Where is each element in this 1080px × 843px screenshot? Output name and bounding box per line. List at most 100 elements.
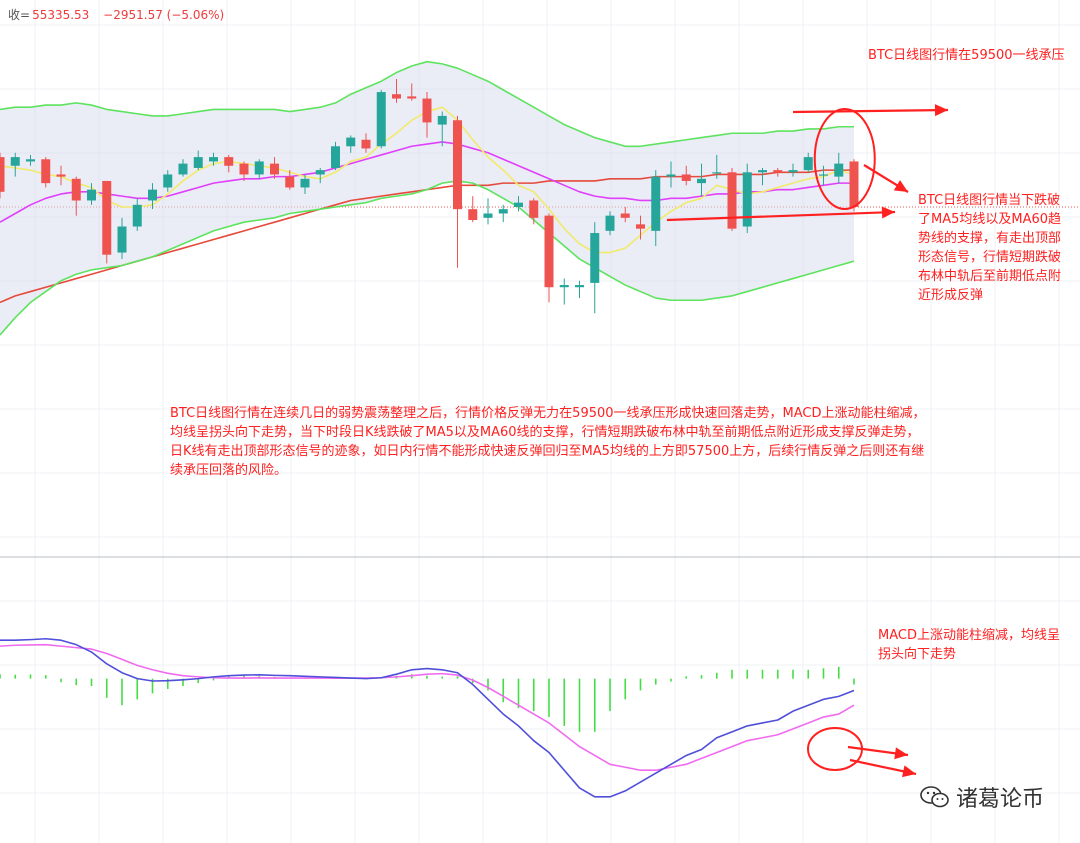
candle bbox=[239, 161, 249, 181]
candle bbox=[620, 206, 630, 223]
candle-body bbox=[697, 178, 706, 184]
candle-body bbox=[239, 163, 249, 175]
candle bbox=[590, 222, 600, 314]
candle-body bbox=[26, 159, 35, 162]
candle bbox=[666, 161, 676, 188]
candle bbox=[529, 198, 539, 225]
candle bbox=[331, 141, 340, 171]
candle-body bbox=[758, 170, 767, 173]
candle bbox=[605, 211, 615, 236]
candle bbox=[361, 133, 371, 153]
candle-body bbox=[422, 98, 432, 123]
candle-body bbox=[56, 174, 66, 177]
arrow-macd-1-head bbox=[894, 747, 908, 760]
candle bbox=[26, 154, 35, 166]
candle bbox=[819, 165, 828, 186]
candle bbox=[270, 157, 279, 179]
candle-body bbox=[681, 174, 691, 181]
candle-body bbox=[331, 146, 340, 168]
candle bbox=[483, 198, 493, 225]
candle bbox=[102, 180, 112, 264]
candle-body bbox=[849, 161, 859, 207]
candle bbox=[300, 174, 310, 194]
candle bbox=[803, 152, 813, 173]
candle bbox=[742, 163, 752, 234]
candle bbox=[209, 152, 218, 166]
candle bbox=[514, 196, 523, 212]
candle-body bbox=[178, 163, 188, 175]
candle-body bbox=[788, 170, 798, 173]
candle bbox=[773, 167, 783, 177]
candle-body bbox=[285, 176, 295, 188]
candle-body bbox=[651, 176, 661, 231]
candle-body bbox=[163, 174, 173, 188]
candle bbox=[788, 163, 798, 177]
candle-body bbox=[727, 172, 737, 229]
candle bbox=[376, 89, 386, 149]
candle bbox=[849, 159, 859, 212]
candle bbox=[41, 157, 51, 188]
candle-body bbox=[376, 92, 386, 147]
arrow-support-head bbox=[881, 206, 895, 219]
candle bbox=[453, 115, 462, 268]
candle-body bbox=[407, 96, 417, 99]
candle bbox=[254, 159, 264, 179]
annotation-macd: MACD上涨动能柱缩减，均线呈拐头向下走势 bbox=[878, 628, 1060, 662]
candle bbox=[10, 152, 20, 177]
candle-body bbox=[483, 213, 493, 218]
candle bbox=[163, 170, 173, 192]
candle bbox=[71, 176, 81, 216]
candles bbox=[0, 79, 859, 314]
watermark-text: 诸葛论币 bbox=[955, 787, 1044, 812]
macd-panel bbox=[0, 637, 855, 798]
boll-lower-line bbox=[0, 180, 855, 336]
candle bbox=[681, 165, 691, 186]
arrow-macd-2-head bbox=[902, 765, 916, 778]
candle-body bbox=[773, 170, 783, 173]
candle-body bbox=[498, 209, 508, 214]
candle bbox=[132, 198, 142, 231]
candle bbox=[727, 167, 737, 231]
candle-body bbox=[0, 157, 5, 192]
candle-body bbox=[468, 209, 478, 220]
candle-body bbox=[803, 157, 813, 171]
candle-body bbox=[132, 204, 142, 227]
bollinger-fill bbox=[0, 61, 854, 335]
candle-body bbox=[636, 224, 645, 229]
macd-dea-line bbox=[0, 643, 855, 772]
candle bbox=[697, 163, 706, 197]
candle bbox=[712, 154, 722, 179]
candle bbox=[117, 217, 127, 260]
annotation-marks bbox=[666, 104, 949, 778]
candle bbox=[422, 92, 432, 138]
candle-body bbox=[575, 285, 584, 288]
candle-body bbox=[666, 174, 676, 177]
price-header: 收= 55335.53 −2951.57 (−5.06%) bbox=[8, 6, 224, 23]
header-close: 55335.53 bbox=[32, 8, 90, 22]
candle-body bbox=[209, 157, 218, 162]
candle bbox=[468, 196, 478, 223]
candle-body bbox=[270, 163, 279, 175]
bollinger-band-fill bbox=[0, 61, 854, 335]
candle-body bbox=[605, 215, 615, 231]
candle bbox=[193, 150, 203, 171]
candle bbox=[0, 152, 5, 199]
candle-body bbox=[10, 157, 20, 166]
candle-body bbox=[392, 94, 401, 99]
arrow-support bbox=[666, 210, 896, 222]
candle bbox=[758, 167, 767, 186]
arrow-resistance-head bbox=[934, 104, 948, 117]
candle-body bbox=[346, 137, 356, 147]
candle bbox=[178, 159, 188, 177]
candle bbox=[346, 135, 356, 153]
boll-upper-line bbox=[0, 60, 854, 148]
candle bbox=[392, 79, 401, 103]
candle-body bbox=[361, 139, 371, 149]
candle-body bbox=[529, 200, 539, 218]
candle bbox=[651, 170, 661, 247]
candle bbox=[498, 204, 508, 223]
candle bbox=[437, 111, 447, 147]
candle bbox=[544, 213, 554, 303]
candle bbox=[575, 280, 584, 299]
candle-body bbox=[315, 170, 325, 175]
